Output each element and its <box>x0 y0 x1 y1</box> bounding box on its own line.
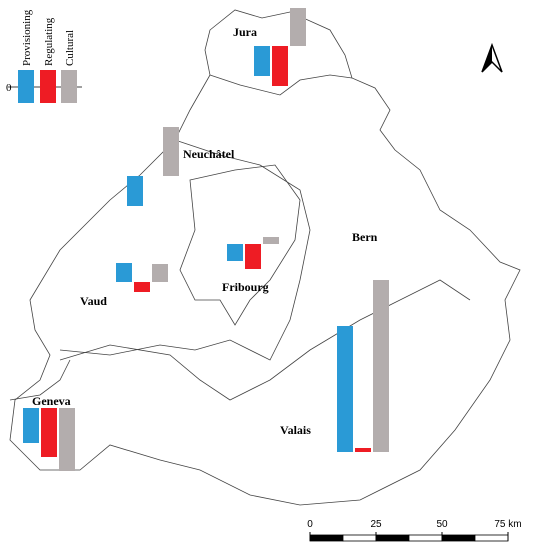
region-label: Fribourg <box>222 280 269 294</box>
scale-segment <box>342 534 377 542</box>
legend-swatch <box>61 70 77 103</box>
legend-zero: 0 <box>6 82 12 94</box>
legend-label: Cultural <box>64 30 76 66</box>
legend-swatch <box>40 70 56 103</box>
scale-segment <box>375 534 410 542</box>
scale-label: 75 km <box>494 519 521 530</box>
bar <box>272 46 288 86</box>
bar <box>263 237 279 244</box>
bar <box>152 264 168 282</box>
scale-segment <box>309 534 344 542</box>
canton-border <box>179 164 301 326</box>
bar <box>227 244 243 261</box>
bar <box>337 326 353 452</box>
region-label: Vaud <box>80 294 107 308</box>
region-label: Bern <box>352 230 378 244</box>
legend-swatch <box>18 70 34 103</box>
legend-label: Regulating <box>43 17 55 66</box>
bar <box>41 408 57 457</box>
region-label: Geneva <box>32 394 71 408</box>
scale-segment <box>474 534 509 542</box>
bar <box>163 127 179 176</box>
bar <box>127 176 143 206</box>
north-arrow <box>481 42 503 73</box>
scale-segment <box>408 534 443 542</box>
bar <box>59 408 75 471</box>
bar <box>355 448 371 452</box>
region-outline <box>9 9 521 506</box>
scale-segment <box>441 534 476 542</box>
bar <box>254 46 270 76</box>
canton-border <box>59 279 471 401</box>
scale-label: 50 <box>436 519 448 530</box>
region-label: Jura <box>233 25 257 39</box>
canton-border <box>59 139 311 361</box>
region-label: Neuchâtel <box>183 147 235 161</box>
bar <box>116 263 132 282</box>
canton-border <box>9 359 71 401</box>
scale-label: 0 <box>307 519 313 530</box>
bar <box>23 408 39 443</box>
bar <box>373 280 389 452</box>
bar <box>290 8 306 46</box>
bar <box>245 244 261 269</box>
scale-label: 25 <box>370 519 382 530</box>
region-label: Valais <box>280 423 311 437</box>
legend-label: Provisioning <box>21 9 33 66</box>
bar <box>134 282 150 292</box>
canton-border <box>209 74 353 96</box>
